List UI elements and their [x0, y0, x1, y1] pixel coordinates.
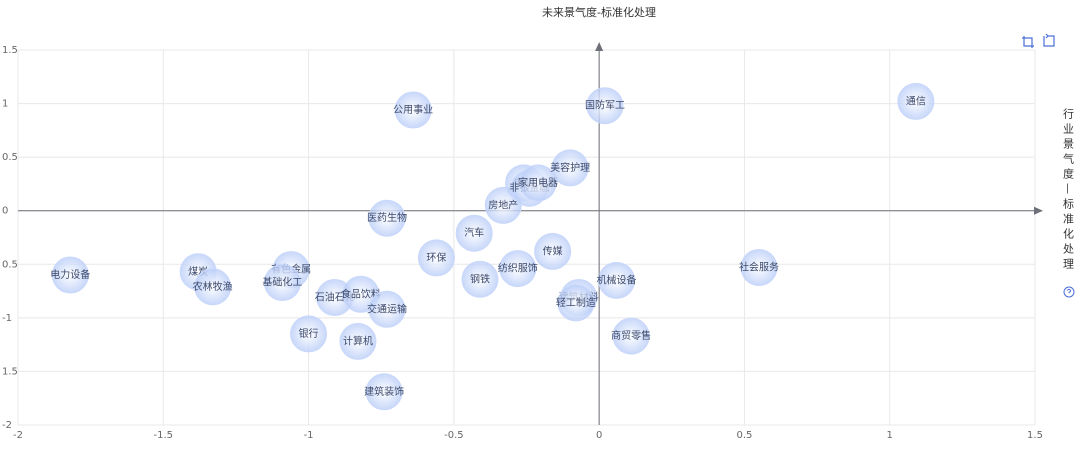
help-icon[interactable] [1063, 286, 1075, 298]
y-tick-label: -2 [2, 420, 12, 431]
point-label: 轻工制造 [556, 296, 596, 309]
help-circle[interactable] [1063, 286, 1075, 298]
y-tick-label: 0 [2, 206, 8, 217]
bubble [534, 232, 572, 270]
y-axis-arrow [595, 42, 604, 51]
bubble [417, 239, 455, 277]
x-tick-label: -1.5 [154, 430, 174, 441]
point-label: 传媒 [543, 245, 563, 257]
x-tick-label: -1 [304, 430, 314, 441]
y-axis-label: 行业景气度—标准化处理 [1062, 108, 1075, 273]
point-label: 国防军工 [585, 99, 625, 112]
y-tick-label: 1.5 [2, 366, 18, 377]
point-label: 农林牧渔 [193, 280, 233, 293]
y-tick-label: -1 [2, 313, 12, 324]
x-axis-arrow [1034, 206, 1043, 215]
point-label: 房地产 [488, 198, 518, 211]
bubble [598, 261, 636, 299]
x-tick-label: -0.5 [444, 430, 464, 441]
bubble [290, 315, 328, 353]
point-label: 家用电器 [518, 176, 558, 189]
point-label: 商贸零售 [611, 329, 651, 342]
reset-icon[interactable] [1043, 33, 1055, 47]
point-label: 社会服务 [739, 261, 779, 274]
bubble [455, 214, 493, 252]
x-tick-label: 1 [887, 430, 893, 441]
point-label: 美容护理 [550, 161, 590, 174]
x-tick-label: 0 [596, 430, 602, 441]
y-tick-label: 0.5 [2, 259, 18, 270]
help-mark[interactable] [1066, 288, 1072, 294]
point-label: 基础化工 [262, 276, 302, 289]
bubble [461, 260, 499, 298]
bubble [557, 284, 595, 322]
bubble [368, 290, 406, 328]
x-tick-label: 0.5 [736, 430, 752, 441]
point-label: 纺织服饰 [498, 262, 538, 275]
x-tick-label: -2 [13, 430, 23, 441]
point-label: 电力设备 [50, 268, 90, 281]
point-label: 汽车 [464, 226, 484, 239]
point-label: 机械设备 [597, 273, 637, 286]
toolbox[interactable] [1022, 33, 1055, 48]
bubble [365, 373, 403, 411]
bubble [368, 199, 406, 237]
bubble [612, 317, 650, 355]
bubble [897, 82, 935, 120]
bubble [194, 268, 232, 306]
point-label: 医药生物 [367, 211, 407, 224]
y-tick-label: 0.5 [2, 152, 18, 163]
y-tick-label: 1.5 [2, 45, 18, 56]
point-label: 钢铁 [470, 272, 490, 285]
point-label: 通信 [906, 95, 926, 107]
bubble [394, 91, 432, 129]
point-label: 环保 [426, 251, 446, 264]
point-label: 银行 [299, 327, 319, 340]
zoom-icon[interactable] [1022, 36, 1034, 48]
bubble [519, 164, 557, 202]
bubble [51, 256, 89, 294]
bubble [551, 149, 589, 187]
y-tick-label: 1 [2, 99, 8, 110]
x-tick-label: 1.5 [1027, 430, 1043, 441]
bubble [263, 264, 301, 301]
point-label: 公用事业 [393, 103, 433, 116]
point-label: 食品饮料 [341, 287, 381, 300]
bubble [339, 322, 377, 360]
bubble [499, 250, 537, 288]
point-label: 交通运输 [367, 302, 407, 315]
bubble [740, 249, 778, 286]
point-label: 计算机 [343, 334, 373, 347]
bubble [586, 87, 624, 125]
chart-title: 未来景气度-标准化处理 [542, 5, 656, 19]
point-label: 建筑装饰 [364, 385, 404, 398]
